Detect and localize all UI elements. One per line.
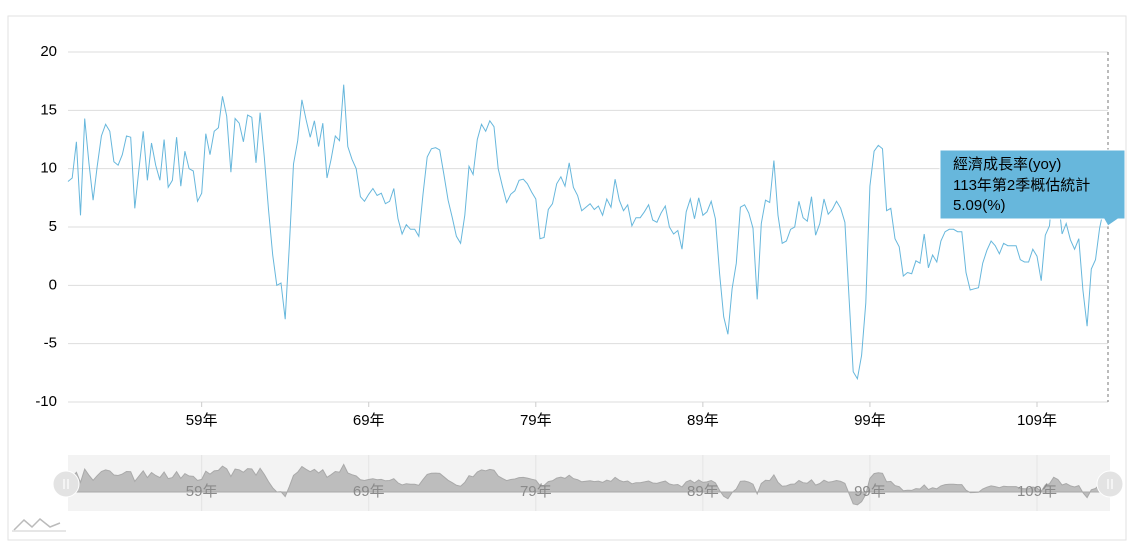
logo	[12, 517, 66, 532]
grip-lines	[1107, 479, 1113, 489]
navigator-label: 109年	[1017, 483, 1057, 500]
y-tick-label: 20	[40, 43, 57, 60]
x-tick-label: 109年	[1017, 412, 1057, 429]
y-tick-label: -10	[35, 393, 57, 410]
navigator-grip[interactable]	[1096, 470, 1124, 498]
navigator-label: 99年	[854, 483, 886, 500]
y-tick-label: 5	[49, 218, 57, 235]
navigator-label: 89年	[687, 483, 719, 500]
navigator-label: 79年	[520, 483, 552, 500]
navigator-label: 69年	[353, 483, 385, 500]
x-tick-label: 99年	[854, 412, 886, 429]
navigator-area	[67, 463, 1109, 506]
navigator-grip[interactable]	[52, 470, 80, 498]
tooltip-series: 經濟成長率(yoy)	[953, 156, 1061, 173]
tooltip-period: 113年第2季概估統計	[953, 176, 1090, 194]
y-tick-label: 0	[49, 276, 57, 293]
tooltip-value: 5.09(%)	[953, 197, 1006, 214]
y-tick-label: -5	[44, 335, 57, 352]
tooltip-box	[939, 149, 1126, 227]
x-tick-label: 89年	[687, 412, 719, 429]
x-tick-label: 79年	[520, 412, 552, 429]
y-tick-label: 10	[40, 160, 57, 177]
y-tick-label: 15	[40, 101, 57, 118]
tooltip: 經濟成長率(yoy) 113年第2季概估統計 5.09(%)	[939, 149, 1126, 227]
data-line	[67, 84, 1109, 381]
chart-frame	[7, 15, 1127, 541]
grip-lines	[63, 479, 69, 489]
x-tick-label: 59年	[186, 412, 218, 429]
navigator-label: 59年	[186, 483, 218, 500]
x-tick-label: 69年	[353, 412, 385, 429]
